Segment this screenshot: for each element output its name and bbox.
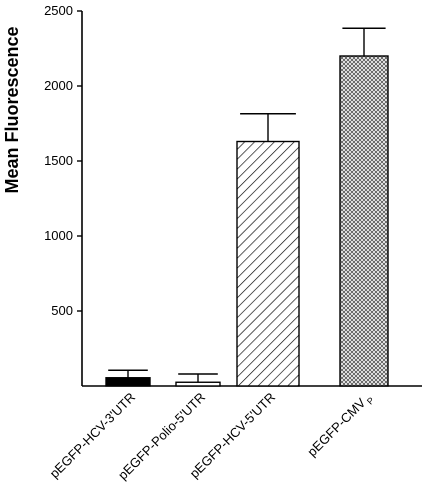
error-bars: [108, 27, 386, 383]
y-tick-label: 2500: [44, 3, 73, 18]
y-tick-label: 500: [51, 303, 73, 318]
y-axis-label: Mean Fluorescence: [2, 26, 22, 193]
category-label: pEGFP-CMVP: [304, 390, 376, 462]
y-tick-label: 2000: [44, 78, 73, 93]
bars: [105, 55, 389, 387]
y-axis: 500 1000 1500 2000 2500: [44, 3, 83, 386]
category-labels: pEGFP-HCV-3'UTRpEGFP-Polio-5'UTRpEGFP-HC…: [47, 390, 377, 483]
y-tick-label: 1000: [44, 228, 73, 243]
bar: [175, 381, 221, 387]
bar: [105, 377, 151, 387]
bar: [339, 55, 389, 387]
y-tick-label: 1500: [44, 153, 73, 168]
bar: [236, 140, 300, 387]
